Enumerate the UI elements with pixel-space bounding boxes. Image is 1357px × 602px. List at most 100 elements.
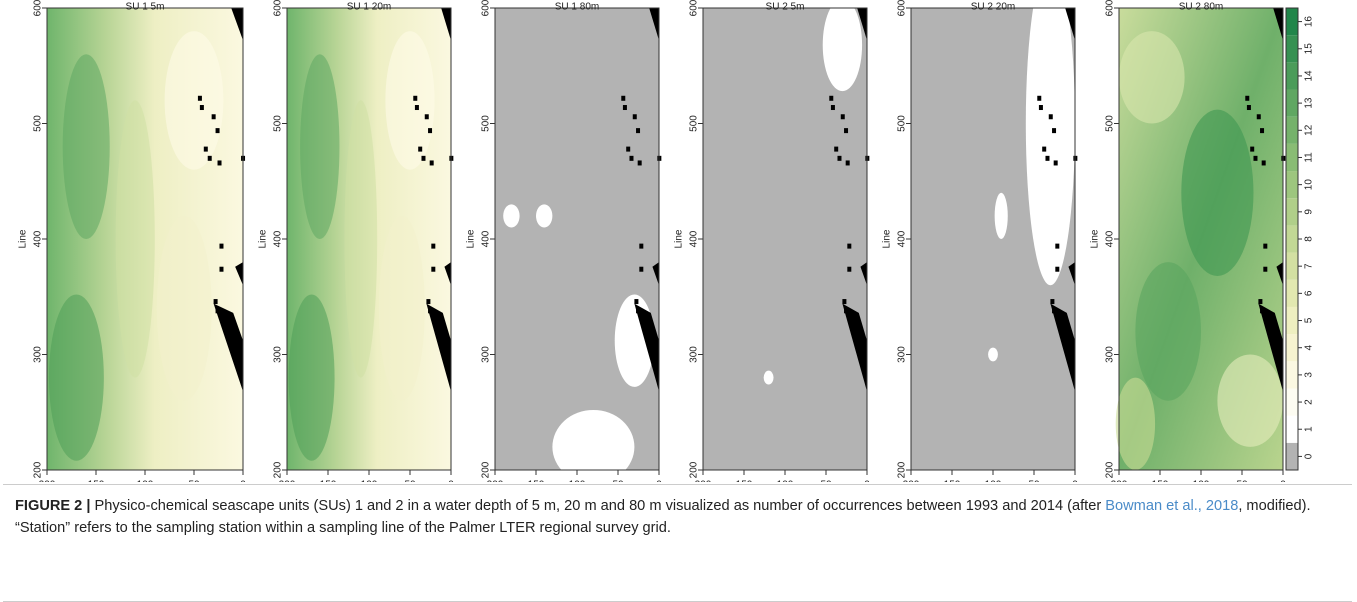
- x-tick-label: 100: [1193, 480, 1210, 482]
- land: [622, 105, 627, 111]
- y-tick-label: 400: [33, 230, 44, 247]
- land: [414, 105, 419, 111]
- y-tick-label: 300: [33, 346, 44, 363]
- colorbar-bin: [1286, 225, 1298, 253]
- land: [1256, 114, 1261, 120]
- land: [418, 146, 423, 152]
- land: [1052, 128, 1057, 134]
- colorbar-bin: [1286, 198, 1298, 226]
- x-tick-label: 200: [903, 480, 920, 482]
- x-tick-label: 150: [736, 480, 753, 482]
- citation-link[interactable]: Bowman et al., 2018: [1105, 498, 1239, 514]
- land: [1246, 105, 1251, 111]
- y-tick-label: 600: [481, 0, 492, 16]
- land: [428, 128, 433, 134]
- land: [197, 95, 202, 101]
- land: [431, 266, 436, 272]
- y-tick-label: 500: [481, 115, 492, 132]
- panel-title: SU 2 80m: [1179, 2, 1223, 13]
- land: [421, 155, 426, 161]
- panel-title: SU 1 80m: [555, 2, 599, 13]
- y-axis-label: Line: [1090, 229, 1101, 248]
- y-tick-label: 600: [897, 0, 908, 16]
- colorbar-bin: [1286, 89, 1298, 117]
- caption-text: , modified). “Station” refers to the sam…: [15, 498, 1311, 536]
- land: [842, 299, 847, 305]
- colorbar-bin: [1286, 252, 1298, 280]
- y-tick-label: 400: [273, 230, 284, 247]
- y-tick-label: 200: [481, 461, 492, 478]
- map-shading: [164, 31, 224, 170]
- map-shading: [1135, 262, 1201, 401]
- colorbar-tick-label: 12: [1304, 124, 1315, 136]
- y-tick-label: 400: [689, 230, 700, 247]
- caption: FIGURE 2 | Physico-chemical seascape uni…: [3, 484, 1352, 602]
- land: [426, 303, 451, 392]
- x-tick-label: 0: [1072, 480, 1078, 482]
- land: [844, 128, 849, 134]
- land: [621, 95, 626, 101]
- x-tick-label: 0: [1280, 480, 1286, 482]
- land: [431, 243, 436, 249]
- colorbar-tick-label: 6: [1304, 290, 1315, 296]
- map-shading: [288, 294, 335, 461]
- y-tick-label: 300: [897, 346, 908, 363]
- land: [834, 146, 839, 152]
- land: [1038, 105, 1043, 111]
- figure: SU 1 5m200150100500200300400500600Statio…: [18, 0, 1315, 482]
- land: [1250, 146, 1255, 152]
- land: [424, 114, 429, 120]
- map-region: [994, 192, 1008, 239]
- land: [1055, 243, 1060, 249]
- y-tick-label: 400: [481, 230, 492, 247]
- land: [1048, 114, 1053, 120]
- land: [837, 155, 842, 161]
- map-shading: [48, 294, 104, 461]
- land: [217, 160, 222, 166]
- x-tick-label: 200: [1111, 480, 1128, 482]
- x-tick-label: 200: [279, 480, 296, 482]
- colorbar-tick-label: 5: [1304, 317, 1315, 323]
- x-tick-label: 100: [361, 480, 378, 482]
- land: [632, 114, 637, 120]
- y-tick-label: 400: [1105, 230, 1116, 247]
- land: [211, 114, 216, 120]
- land: [428, 308, 433, 314]
- panel-title: SU 2 20m: [971, 2, 1015, 13]
- y-tick-label: 500: [1105, 115, 1116, 132]
- map-shading: [115, 100, 155, 378]
- colorbar-bin: [1286, 388, 1298, 416]
- colorbar-tick-label: 10: [1304, 179, 1315, 191]
- land: [1052, 308, 1057, 314]
- land: [207, 155, 212, 161]
- x-tick-label: 150: [1152, 480, 1169, 482]
- colorbar-bin: [1286, 116, 1298, 144]
- colorbar-bin: [1286, 306, 1298, 335]
- y-tick-label: 300: [1105, 346, 1116, 363]
- land: [634, 303, 659, 392]
- land: [626, 146, 631, 152]
- map-background: [495, 8, 659, 470]
- x-tick-label: 50: [404, 480, 416, 482]
- colorbar-tick-label: 16: [1304, 16, 1315, 28]
- x-tick-label: 50: [1028, 480, 1040, 482]
- land: [441, 8, 451, 41]
- x-tick-label: 0: [448, 480, 454, 482]
- land: [1258, 303, 1283, 392]
- land: [1258, 299, 1263, 305]
- map-shading: [1115, 377, 1156, 470]
- x-tick-label: 50: [820, 480, 832, 482]
- colorbar-tick-label: 3: [1304, 372, 1315, 378]
- y-tick-label: 600: [1105, 0, 1116, 16]
- x-tick-label: 200: [487, 480, 504, 482]
- land: [636, 308, 641, 314]
- y-tick-label: 600: [689, 0, 700, 16]
- y-axis-label: Line: [18, 229, 29, 248]
- map-region: [1025, 0, 1075, 286]
- map-shading: [1181, 109, 1254, 276]
- map-region: [763, 370, 774, 385]
- y-tick-label: 200: [689, 461, 700, 478]
- land: [652, 262, 659, 286]
- colorbar-bin: [1286, 334, 1298, 362]
